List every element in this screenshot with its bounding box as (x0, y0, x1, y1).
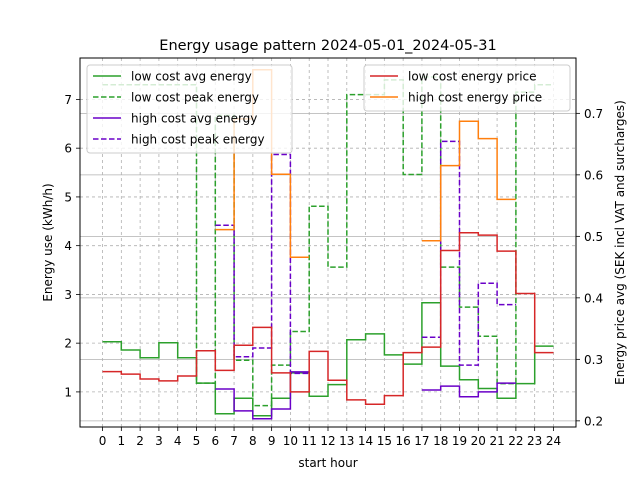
x-tick-label: 21 (489, 434, 504, 448)
y-tick-label: 6 (64, 142, 72, 156)
series-line-low-cost-energy-price (102, 231, 554, 405)
legend-right: low cost energy price high cost energy pr… (363, 64, 571, 112)
y2-axis-ticks: 0.2 0.3 0.4 0.5 0.6 0.7 (576, 107, 603, 428)
x-axis-label: start hour (298, 456, 357, 470)
x-tick-label: 11 (302, 434, 317, 448)
x-tick-label: 7 (230, 434, 238, 448)
y2-tick-label: 0.4 (584, 291, 603, 305)
legend-right-box (363, 64, 571, 112)
legend-label: low cost peak energy (131, 91, 259, 105)
y-tick-label: 2 (64, 337, 72, 351)
y2-tick-label: 0.5 (584, 230, 603, 244)
x-tick-label: 13 (339, 434, 354, 448)
y-tick-label: 1 (64, 385, 72, 399)
x-tick-label: 3 (155, 434, 163, 448)
y2-tick-label: 0.7 (584, 107, 603, 121)
y-axis-ticks: 1 2 3 4 5 6 7 (64, 93, 80, 399)
x-tick-label: 24 (546, 434, 561, 448)
series-line-low-cost-avg-energy (102, 301, 554, 417)
x-tick-label: 22 (508, 434, 523, 448)
x-axis-ticks: 0 1 2 3 4 5 6 7 8 9 10 11 12 13 14 15 16 17 18 19 20 21 22 23 24 (99, 427, 561, 448)
x-tick-label: 4 (174, 434, 182, 448)
y2-tick-label: 0.6 (584, 168, 603, 182)
x-tick-label: 1 (118, 434, 126, 448)
y-tick-label: 5 (64, 190, 72, 204)
legend-label: low cost energy price (408, 70, 537, 84)
legend-left-box (86, 64, 293, 154)
x-tick-label: 8 (249, 434, 257, 448)
chart-title: Energy usage pattern 2024-05-01_2024-05-… (159, 38, 496, 54)
x-tick-label: 2 (136, 434, 144, 448)
y-tick-label: 3 (64, 288, 72, 302)
x-tick-label: 19 (452, 434, 467, 448)
legend-left: low cost avg energy low cost peak energy h… (86, 64, 293, 154)
legend-label: high cost avg energy (131, 112, 257, 126)
y2-tick-label: 0.2 (584, 414, 603, 428)
x-tick-label: 5 (193, 434, 201, 448)
x-tick-label: 0 (99, 434, 107, 448)
x-tick-label: 15 (377, 434, 392, 448)
x-tick-label: 23 (527, 434, 542, 448)
x-tick-label: 10 (283, 434, 298, 448)
x-tick-label: 9 (268, 434, 276, 448)
x-tick-label: 12 (320, 434, 335, 448)
y-tick-label: 4 (64, 239, 72, 253)
legend-label: high cost peak energy (131, 133, 265, 147)
x-tick-label: 16 (396, 434, 411, 448)
y-axis-label: Energy use (kWh/h) (41, 183, 55, 301)
legend-label: high cost energy price (408, 91, 542, 105)
x-tick-label: 6 (211, 434, 219, 448)
x-tick-label: 18 (433, 434, 448, 448)
y2-tick-label: 0.3 (584, 353, 603, 367)
x-tick-label: 20 (471, 434, 486, 448)
x-tick-label: 14 (358, 434, 373, 448)
legend-label: low cost avg energy (131, 70, 252, 84)
y-tick-label: 7 (64, 93, 72, 107)
y2-axis-label: Energy price avg (SEK incl VAT and surch… (613, 100, 627, 385)
x-tick-label: 17 (414, 434, 429, 448)
series-group (102, 68, 554, 420)
